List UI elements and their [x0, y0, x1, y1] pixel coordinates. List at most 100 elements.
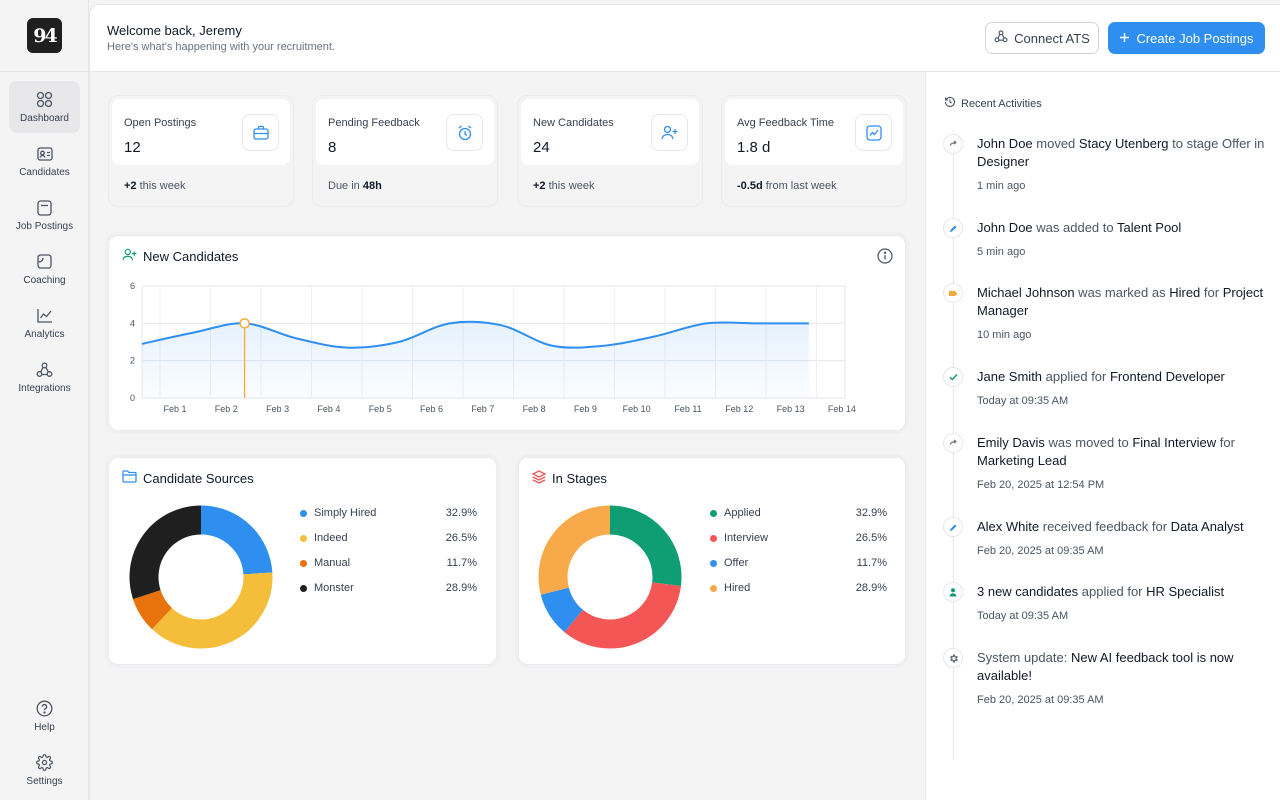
user-plus-icon [651, 114, 688, 151]
x-tick-label: Feb 12 [725, 404, 753, 414]
legend-value: 32.9% [445, 507, 477, 519]
grid-icon [36, 91, 54, 109]
legend-item[interactable]: Simply Hired [300, 507, 376, 519]
legend-item[interactable]: Manual [300, 557, 350, 569]
history-icon [944, 96, 956, 111]
legend-label: Indeed [314, 532, 348, 544]
stat-footnote: +2 this week [533, 180, 595, 192]
legend-dot [710, 534, 717, 542]
stat-value: 1.8 d [737, 139, 771, 156]
in-stages-donut [538, 505, 682, 649]
legend-item[interactable]: Interview [710, 532, 768, 544]
activity-text: John Doe moved Stacy Utenberg to stage O… [977, 136, 1265, 169]
sidebar-item-label: Integrations [18, 382, 71, 394]
sidebar-item-coaching[interactable]: Coaching [9, 243, 80, 295]
legend-value: 11.7% [446, 557, 477, 569]
integrations-icon [36, 361, 54, 379]
activity-timestamp: Today at 09:35 AM [977, 610, 1069, 622]
user-plus-icon [122, 248, 137, 264]
x-tick-label: Feb 14 [828, 404, 856, 414]
donut-slice[interactable] [609, 505, 682, 586]
x-tick-label: Feb 10 [623, 404, 651, 414]
id-card-icon [36, 145, 54, 163]
sidebar-item-dashboard[interactable]: Dashboard [9, 81, 80, 133]
chart-title: New Candidates [122, 248, 238, 264]
dashboard-content: Open Postings 12 +2 this week Pending Fe… [90, 72, 926, 800]
activity-timestamp: 10 min ago [977, 329, 1032, 341]
x-tick-label: Feb 7 [471, 404, 494, 414]
legend-label: Offer [724, 557, 749, 569]
x-tick-label: Feb 11 [674, 404, 701, 414]
sidebar-item-label: Candidates [19, 166, 70, 178]
donut-slice[interactable] [540, 586, 584, 633]
sidebar-item-settings[interactable]: Settings [9, 744, 80, 796]
info-icon[interactable] [877, 248, 893, 269]
donut-slice[interactable] [129, 505, 202, 600]
sidebar-item-job-postings[interactable]: Job Postings [9, 189, 80, 241]
activity-text: John Doe was added to Talent Pool [977, 220, 1182, 235]
legend-dot [300, 509, 307, 517]
legend-item[interactable]: Offer [710, 557, 748, 569]
highlight-point[interactable] [239, 318, 250, 329]
sidebar-item-help[interactable]: Help [9, 690, 80, 742]
x-tick-label: Feb 6 [420, 404, 443, 414]
legend-value: 26.5% [445, 532, 477, 544]
line-chart-icon [36, 307, 54, 325]
welcome-title: Welcome back, Jeremy [107, 23, 242, 38]
legend-value: 32.9% [855, 507, 887, 519]
legend-dot [710, 559, 717, 567]
legend-item[interactable]: Hired [710, 582, 750, 594]
sidebar-divider [0, 71, 89, 72]
main-panel: Welcome back, Jeremy Here's what's happe… [89, 4, 1280, 800]
plus-icon [1119, 31, 1130, 46]
legend-item[interactable]: Applied [710, 507, 761, 519]
tag-icon [943, 283, 963, 303]
stat-card-open-postings[interactable]: Open Postings 12 +2 this week [108, 95, 294, 207]
activity-timestamp: Today at 09:35 AM [977, 395, 1069, 407]
user-icon [943, 582, 963, 602]
stat-value: 24 [533, 139, 550, 156]
x-tick-label: Feb 9 [574, 404, 597, 414]
stat-card-new-candidates[interactable]: New Candidates 24 +2 this week [517, 95, 703, 207]
candidate-sources-panel: Candidate Sources Simply Hired 32.9% Indee… [108, 457, 497, 665]
x-tick-label: Feb 13 [777, 404, 805, 414]
donut-slice[interactable] [133, 589, 173, 630]
donut-slice[interactable] [152, 572, 273, 649]
sidebar-item-label: Analytics [24, 328, 65, 340]
new-candidates-chart-panel: New Candidates 0 2 4 6 Feb 1 Feb 2 Feb 3 Feb 4 F… [108, 235, 906, 431]
create-job-postings-button[interactable]: Create Job Postings [1108, 22, 1265, 54]
activity-text: Jane Smith applied for Frontend Develope… [977, 369, 1225, 384]
alarm-clock-icon [446, 114, 483, 151]
activity-text: Michael Johnson was marked as Hired for … [977, 285, 1264, 318]
legend-value: 28.9% [855, 582, 887, 594]
sidebar-item-integrations[interactable]: Integrations [9, 351, 80, 403]
donut-slice[interactable] [538, 505, 611, 595]
app-logo[interactable]: 94 [27, 18, 62, 53]
layers-icon [531, 470, 547, 487]
legend-item[interactable]: Monster [300, 582, 354, 594]
stat-footnote: -0.5d from last week [737, 180, 837, 192]
new-candidates-line-chart: 0 2 4 6 Feb 1 Feb 2 Feb 3 Feb 4 Feb 5 Feb 6 Feb 7 F… [130, 281, 856, 414]
legend-value: 28.9% [445, 582, 477, 594]
trend-chart-icon [855, 114, 892, 151]
chat-icon [36, 253, 54, 271]
x-tick-label: Feb 3 [266, 404, 289, 414]
activity-text: System update: New AI feedback tool is n… [977, 650, 1234, 683]
sidebar-item-analytics[interactable]: Analytics [9, 297, 80, 349]
welcome-subtitle: Here's what's happening with your recrui… [107, 41, 335, 53]
activity-timestamp: Feb 20, 2025 at 12:54 PM [977, 479, 1105, 491]
connect-ats-button[interactable]: Connect ATS [985, 22, 1099, 54]
sidebar-item-candidates[interactable]: Candidates [9, 135, 80, 187]
activity-text: Alex White received feedback for Data An… [977, 519, 1244, 534]
legend-item[interactable]: Indeed [300, 532, 348, 544]
connect-ats-label: Connect ATS [1014, 30, 1090, 46]
donut-slice[interactable] [200, 505, 273, 576]
stat-label: Pending Feedback [328, 117, 420, 129]
donut-slice[interactable] [564, 581, 681, 649]
sidebar-item-label: Dashboard [20, 112, 69, 124]
x-tick-label: Feb 4 [317, 404, 340, 414]
y-tick-label: 4 [130, 318, 135, 328]
stat-card-pending-feedback[interactable]: Pending Feedback 8 Due in 48h [312, 95, 498, 207]
chart-title: Candidate Sources [122, 470, 254, 486]
stat-card-avg-feedback-time[interactable]: Avg Feedback Time 1.8 d -0.5d from last … [721, 95, 907, 207]
